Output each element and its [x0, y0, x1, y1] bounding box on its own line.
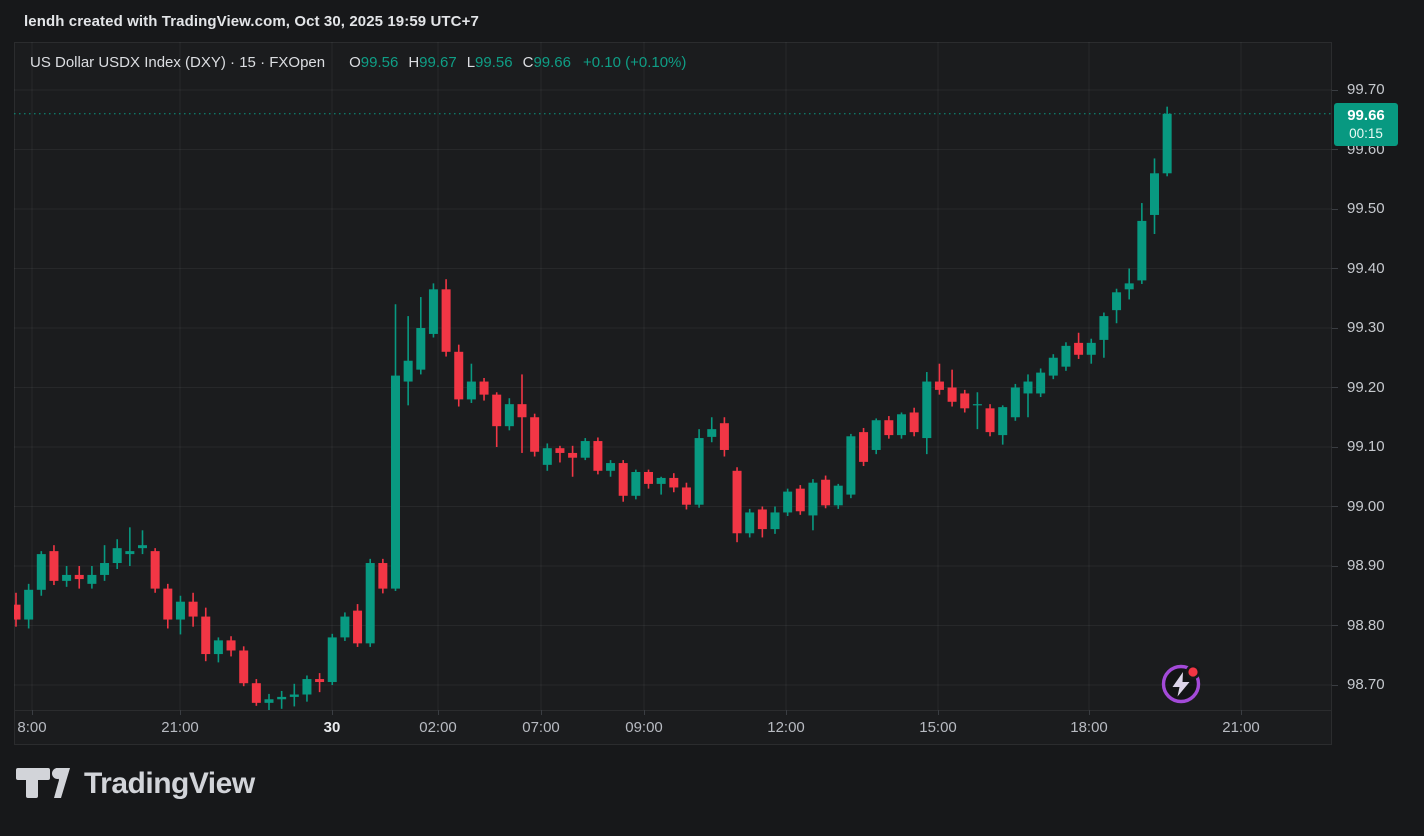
price-tick-mark — [1332, 149, 1338, 150]
price-tick-mark — [1332, 565, 1338, 567]
time-tick-mark — [332, 710, 333, 715]
time-axis-label: 21:00 — [161, 719, 199, 736]
time-tick-mark — [1089, 710, 1090, 715]
ohlc-value: 99.56 — [360, 54, 399, 71]
tradingview-logo-icon — [16, 768, 70, 798]
last-price-badge: 99.66 00:15 — [1334, 102, 1398, 146]
price-axis-label: 99.40 — [1347, 259, 1385, 277]
price-axis-label: 99.70 — [1347, 81, 1385, 98]
time-axis-label: 30 — [323, 719, 341, 736]
ohlc-letter: H — [408, 54, 420, 71]
chart-pane[interactable] — [14, 42, 1332, 745]
time-tick-mark — [1241, 710, 1242, 715]
tradingview-brand[interactable]: TradingView — [16, 766, 255, 802]
symbol-title[interactable]: US Dollar USDX Index (DXY) · 15 · FXOpen — [30, 54, 326, 71]
brand-text: TradingView — [84, 767, 255, 800]
chart-legend: US Dollar USDX Index (DXY) · 15 · FXOpen… — [30, 54, 686, 71]
ohlc-letter: O — [349, 54, 361, 71]
price-change: +0.10 (+0.10%) — [582, 54, 687, 71]
price-axis-label: 98.80 — [1347, 616, 1385, 634]
lightning-event-icon[interactable] — [1153, 656, 1209, 712]
time-tick-mark — [541, 710, 542, 715]
candlestick-chart[interactable] — [14, 42, 1332, 710]
ohlc-values: O99.56 H99.67 L99.56 C99.66 — [339, 54, 571, 71]
time-axis-label: 02:00 — [419, 719, 457, 736]
price-axis-label: 99.30 — [1347, 319, 1385, 336]
ohlc-letter: C — [522, 54, 534, 71]
last-price-value: 99.66 — [1347, 106, 1385, 124]
time-tick-mark — [786, 710, 787, 715]
time-tick-mark — [644, 710, 645, 715]
notification-dot — [1188, 667, 1198, 677]
time-axis-label: 07:00 — [522, 719, 560, 736]
time-tick-mark — [438, 710, 439, 715]
time-axis-label: 21:00 — [1222, 719, 1260, 736]
price-tick-mark — [1332, 268, 1338, 269]
time-axis-label: 12:00 — [767, 719, 805, 736]
price-tick-mark — [1332, 208, 1338, 210]
price-axis-label: 99.00 — [1347, 497, 1385, 515]
time-tick-mark — [32, 710, 33, 715]
price-axis-label: 98.70 — [1347, 676, 1385, 693]
price-tick-mark — [1332, 327, 1338, 329]
price-axis-label: 99.20 — [1347, 378, 1385, 396]
time-axis-label: 8:00 — [17, 719, 47, 736]
time-axis-separator — [14, 710, 1332, 711]
ohlc-value: 99.56 — [475, 54, 513, 71]
ohlc-value: 99.67 — [419, 54, 457, 71]
ohlc-letter: L — [466, 54, 476, 71]
time-tick-mark — [938, 710, 939, 715]
price-tick-mark — [1332, 506, 1338, 507]
price-axis-label: 98.90 — [1347, 557, 1385, 574]
price-axis[interactable]: 99.70 99.60 99.50 99.40 99.30 99.20 99.10 99.00… — [1332, 0, 1424, 745]
price-tick-mark — [1332, 684, 1338, 686]
time-axis-label: 15:00 — [919, 719, 957, 736]
time-axis-label: 09:00 — [625, 719, 663, 736]
price-tick-mark — [1332, 89, 1338, 91]
lightning-bolt — [1172, 672, 1190, 697]
time-tick-mark — [180, 710, 181, 715]
price-axis-label: 99.50 — [1347, 200, 1385, 217]
price-tick-mark — [1332, 446, 1338, 448]
bar-countdown: 00:15 — [1349, 125, 1383, 141]
headline-caption: lendh created with TradingView.com, Oct … — [24, 13, 479, 30]
time-axis[interactable]: 8:00 21:00 30 02:00 07:00 09:00 12:00 15:00 18:0… — [0, 710, 1332, 745]
price-tick-mark — [1332, 625, 1338, 626]
price-axis-label: 99.10 — [1347, 438, 1385, 455]
ohlc-value: 99.66 — [533, 54, 571, 71]
time-axis-label: 18:00 — [1070, 719, 1108, 736]
price-tick-mark — [1332, 387, 1338, 388]
